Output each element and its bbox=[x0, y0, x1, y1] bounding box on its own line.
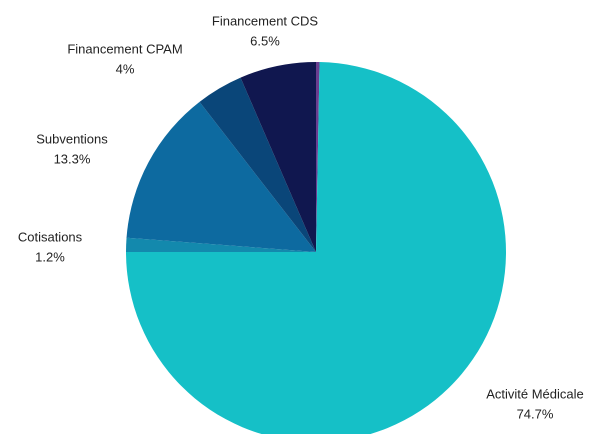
slice-value-label: 1.2% bbox=[35, 249, 65, 264]
pie-slice bbox=[126, 101, 316, 252]
slice-label: Financement CPAM bbox=[67, 41, 182, 56]
slice-value-label: 4% bbox=[116, 61, 135, 76]
pie-slice bbox=[316, 62, 320, 252]
slice-label: Activité Médicale bbox=[486, 386, 584, 401]
pie-slice bbox=[199, 77, 316, 252]
slice-label: Cotisations bbox=[18, 229, 83, 244]
slice-label: Subventions bbox=[36, 131, 108, 146]
pie-slice bbox=[126, 237, 316, 252]
slice-label: Financement CDS bbox=[212, 13, 319, 28]
pie-slice bbox=[126, 62, 506, 434]
slice-value-label: 13.3% bbox=[54, 151, 91, 166]
slice-value-label: 6.5% bbox=[250, 33, 280, 48]
pie-slice bbox=[240, 62, 316, 252]
slice-value-label: 74.7% bbox=[517, 406, 554, 421]
